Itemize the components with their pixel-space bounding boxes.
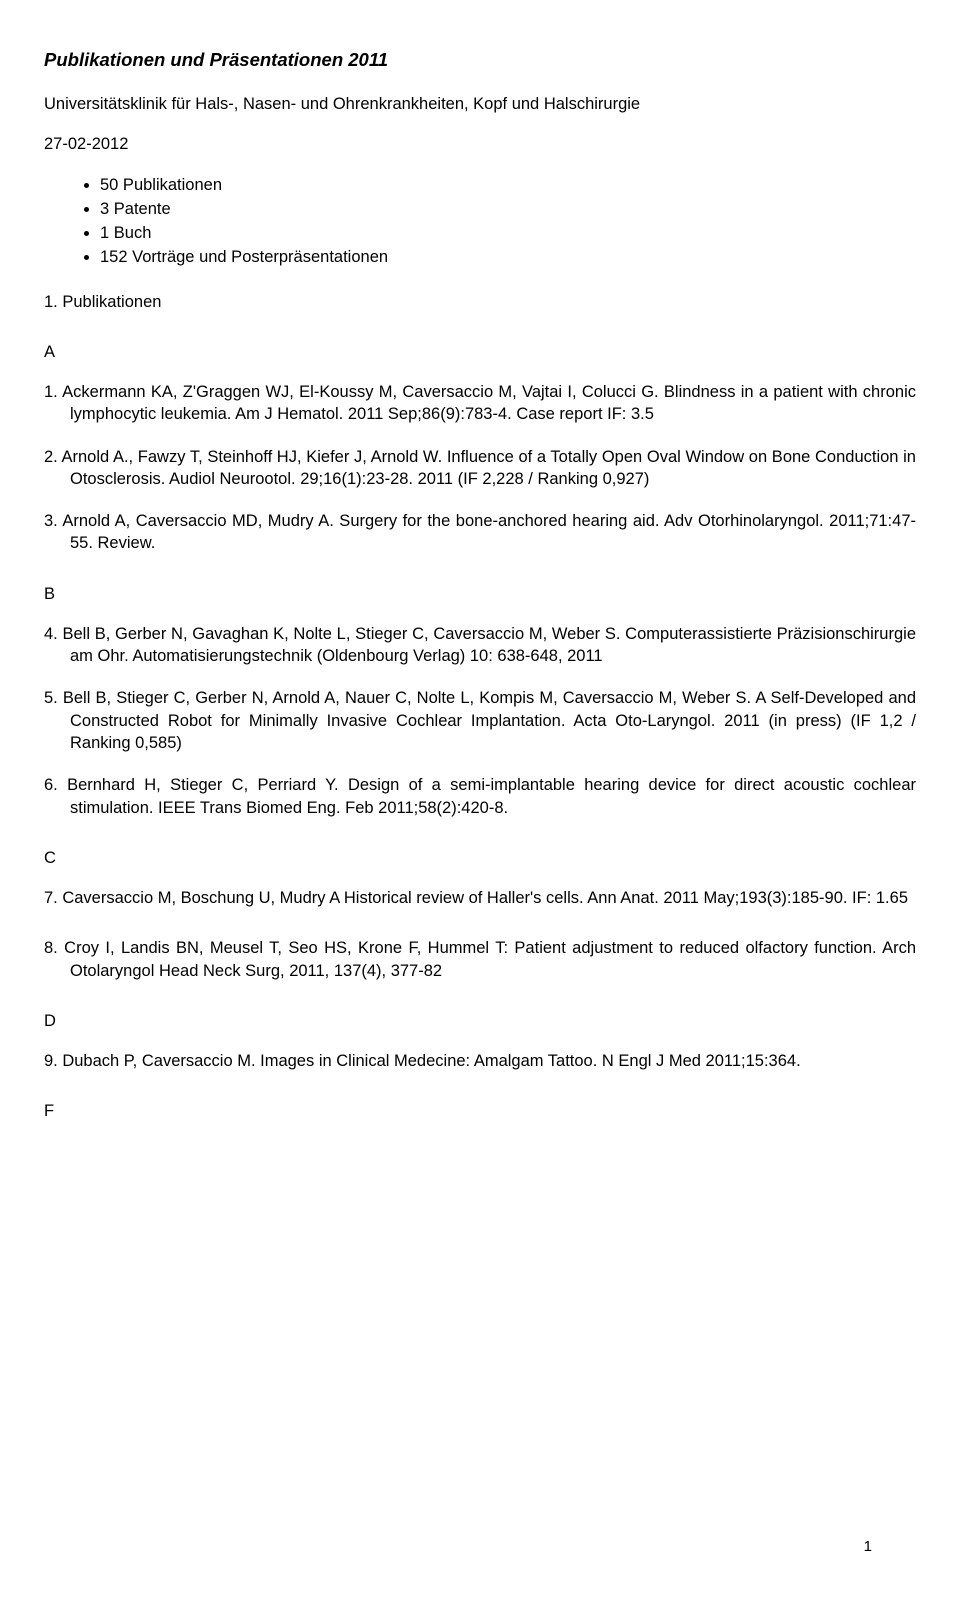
summary-item: 3 Patente — [100, 198, 916, 220]
publication-entry: 1. Ackermann KA, Z'Graggen WJ, El-Koussy… — [44, 381, 916, 426]
publication-entry: 6. Bernhard H, Stieger C, Perriard Y. De… — [44, 774, 916, 819]
publication-entry: 3. Arnold A, Caversaccio MD, Mudry A. Su… — [44, 510, 916, 555]
summary-item: 1 Buch — [100, 222, 916, 244]
summary-item: 152 Vorträge und Posterpräsentationen — [100, 246, 916, 268]
document-title: Publikationen und Präsentationen 2011 — [44, 48, 916, 73]
document-date: 27-02-2012 — [44, 133, 916, 155]
document-subtitle: Universitätsklinik für Hals-, Nasen- und… — [44, 93, 916, 115]
summary-item: 50 Publikationen — [100, 174, 916, 196]
alpha-heading-d: D — [44, 1010, 916, 1032]
alpha-heading-a: A — [44, 341, 916, 363]
alpha-heading-f: F — [44, 1100, 916, 1122]
publication-entry: 9. Dubach P, Caversaccio M. Images in Cl… — [44, 1050, 916, 1072]
page-number: 1 — [864, 1537, 872, 1557]
alpha-heading-b: B — [44, 583, 916, 605]
publication-entry: 5. Bell B, Stieger C, Gerber N, Arnold A… — [44, 687, 916, 754]
publication-entry: 2. Arnold A., Fawzy T, Steinhoff HJ, Kie… — [44, 446, 916, 491]
section-heading-publications: 1. Publikationen — [44, 291, 916, 313]
summary-list: 50 Publikationen 3 Patente 1 Buch 152 Vo… — [44, 174, 916, 269]
publication-entry: 8. Croy I, Landis BN, Meusel T, Seo HS, … — [44, 937, 916, 982]
alpha-heading-c: C — [44, 847, 916, 869]
publication-entry: 7. Caversaccio M, Boschung U, Mudry A Hi… — [44, 887, 916, 909]
publication-entry: 4. Bell B, Gerber N, Gavaghan K, Nolte L… — [44, 623, 916, 668]
